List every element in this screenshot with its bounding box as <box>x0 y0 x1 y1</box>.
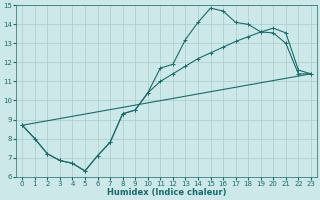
X-axis label: Humidex (Indice chaleur): Humidex (Indice chaleur) <box>107 188 226 197</box>
